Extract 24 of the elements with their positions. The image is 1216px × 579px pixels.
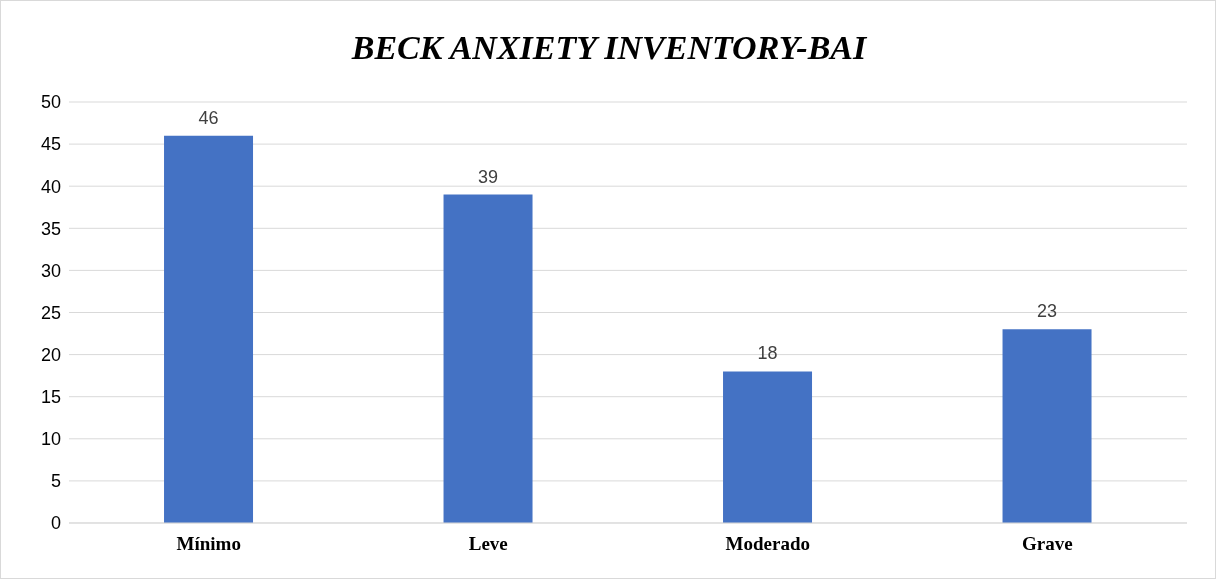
y-tick-label: 25 [40, 302, 61, 323]
bar [723, 371, 813, 523]
y-tick-label: 30 [40, 260, 61, 281]
data-label: 23 [1037, 301, 1058, 322]
data-label: 18 [757, 343, 778, 364]
y-tick-label: 15 [40, 387, 61, 408]
y-tick-label: 0 [50, 513, 61, 534]
y-tick-label: 40 [40, 176, 61, 197]
bar [443, 194, 533, 523]
y-tick-label: 50 [40, 92, 61, 113]
chart-title: BECK ANXIETY INVENTORY-BAI [350, 29, 868, 67]
x-tick-label: Grave [1021, 533, 1073, 555]
x-tick-label: Mínimo [176, 533, 241, 555]
data-label: 39 [478, 166, 499, 187]
y-tick-label: 35 [40, 218, 61, 239]
x-tick-label: Leve [468, 533, 508, 555]
y-tick-label: 10 [40, 429, 61, 450]
bar [1002, 329, 1092, 523]
data-label: 46 [198, 107, 219, 128]
y-tick-label: 20 [40, 344, 61, 365]
x-tick-label: Moderado [725, 533, 810, 555]
bar [164, 135, 254, 523]
y-tick-label: 5 [50, 471, 61, 492]
y-tick-label: 45 [40, 134, 61, 155]
